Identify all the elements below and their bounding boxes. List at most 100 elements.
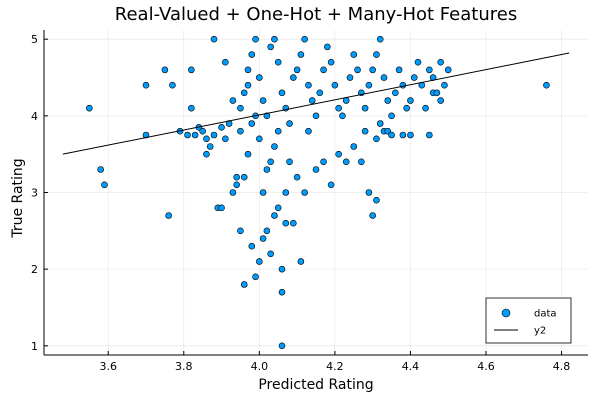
data-point xyxy=(308,97,316,104)
data-point xyxy=(263,227,271,235)
data-point xyxy=(169,81,176,89)
data-point xyxy=(240,89,248,97)
data-point xyxy=(384,97,392,104)
data-point xyxy=(252,35,259,43)
data-point xyxy=(373,135,380,143)
data-point xyxy=(399,81,407,89)
data-point xyxy=(97,166,104,173)
data-point xyxy=(361,127,369,135)
data-point xyxy=(373,51,380,58)
legend: data y2 xyxy=(485,297,572,344)
data-point xyxy=(248,51,256,58)
data-point xyxy=(210,131,218,139)
data-point xyxy=(376,35,384,43)
data-point xyxy=(191,131,199,139)
data-point xyxy=(395,66,403,74)
y-tick-label: 2 xyxy=(31,263,38,276)
data-point xyxy=(271,212,278,219)
chart-title: Real-Valued + One-Hot + Many-Hot Feature… xyxy=(115,4,517,25)
data-point xyxy=(278,288,286,296)
data-point xyxy=(293,173,301,181)
data-point xyxy=(237,127,244,135)
data-point xyxy=(256,135,263,143)
data-point xyxy=(376,120,384,127)
data-point xyxy=(422,104,429,112)
data-point xyxy=(244,81,252,89)
data-point xyxy=(86,104,93,112)
data-point xyxy=(259,235,267,242)
data-point xyxy=(263,166,271,173)
y-tick-label: 4 xyxy=(31,110,38,123)
data-point xyxy=(331,81,339,89)
y-axis-label: True Rating xyxy=(10,158,26,238)
data-point xyxy=(286,158,293,166)
x-tick-label: 4.6 xyxy=(477,360,495,373)
data-point xyxy=(426,131,433,139)
data-point xyxy=(233,181,240,189)
data-point xyxy=(218,204,225,212)
data-point xyxy=(274,58,282,66)
data-point xyxy=(342,158,350,166)
data-point xyxy=(229,97,237,104)
data-point xyxy=(365,81,373,89)
data-point xyxy=(267,250,274,258)
data-point xyxy=(346,74,354,81)
legend-label: y2 xyxy=(534,326,546,337)
data-point xyxy=(267,43,274,51)
data-point xyxy=(369,66,376,74)
data-point xyxy=(305,127,312,135)
data-point xyxy=(316,89,324,97)
data-point xyxy=(320,66,327,74)
data-point xyxy=(403,104,410,112)
data-point xyxy=(218,124,225,131)
data-point xyxy=(407,131,414,139)
data-point xyxy=(282,219,290,227)
series-layer xyxy=(62,35,570,350)
data-point xyxy=(199,127,206,135)
data-point xyxy=(142,81,150,89)
axes: 3.6 3.8 4.0 4.2 4.4 4.6 4.8 1 2 3 4 5 xyxy=(31,30,588,373)
data-point xyxy=(388,131,395,139)
data-point xyxy=(256,74,263,81)
data-point xyxy=(252,273,259,281)
x-axis-label: Predicted Rating xyxy=(258,377,373,393)
data-point xyxy=(210,35,218,43)
data-point xyxy=(240,173,248,181)
data-point xyxy=(543,81,550,89)
data-point xyxy=(203,135,210,143)
data-point xyxy=(263,112,271,120)
data-point xyxy=(373,196,380,204)
data-point xyxy=(327,181,335,189)
x-tick-label: 4.2 xyxy=(326,360,344,373)
y-tick-label: 1 xyxy=(31,340,38,353)
data-point xyxy=(188,66,195,74)
data-point xyxy=(350,143,358,150)
x-tick-label: 4.8 xyxy=(553,360,571,373)
data-point xyxy=(437,58,444,66)
data-point xyxy=(301,189,308,196)
x-tick-label: 3.6 xyxy=(99,360,117,373)
data-point xyxy=(203,150,210,158)
data-point xyxy=(305,81,312,89)
data-point xyxy=(237,227,244,235)
data-point xyxy=(286,120,293,127)
data-point xyxy=(441,81,448,89)
data-point xyxy=(335,150,342,158)
data-point xyxy=(278,89,286,97)
data-point xyxy=(399,131,407,139)
data-point xyxy=(437,97,444,104)
data-point xyxy=(259,97,267,104)
data-point xyxy=(444,66,452,74)
data-point xyxy=(222,58,229,66)
data-point xyxy=(274,127,282,135)
legend-label: data xyxy=(534,309,557,320)
data-point xyxy=(244,150,252,158)
data-point xyxy=(240,281,248,288)
data-point xyxy=(244,66,252,74)
data-point xyxy=(233,173,240,181)
data-point xyxy=(388,112,395,120)
data-point xyxy=(365,189,373,196)
series-line-y2 xyxy=(62,52,570,155)
y-tick-label: 3 xyxy=(31,187,38,200)
